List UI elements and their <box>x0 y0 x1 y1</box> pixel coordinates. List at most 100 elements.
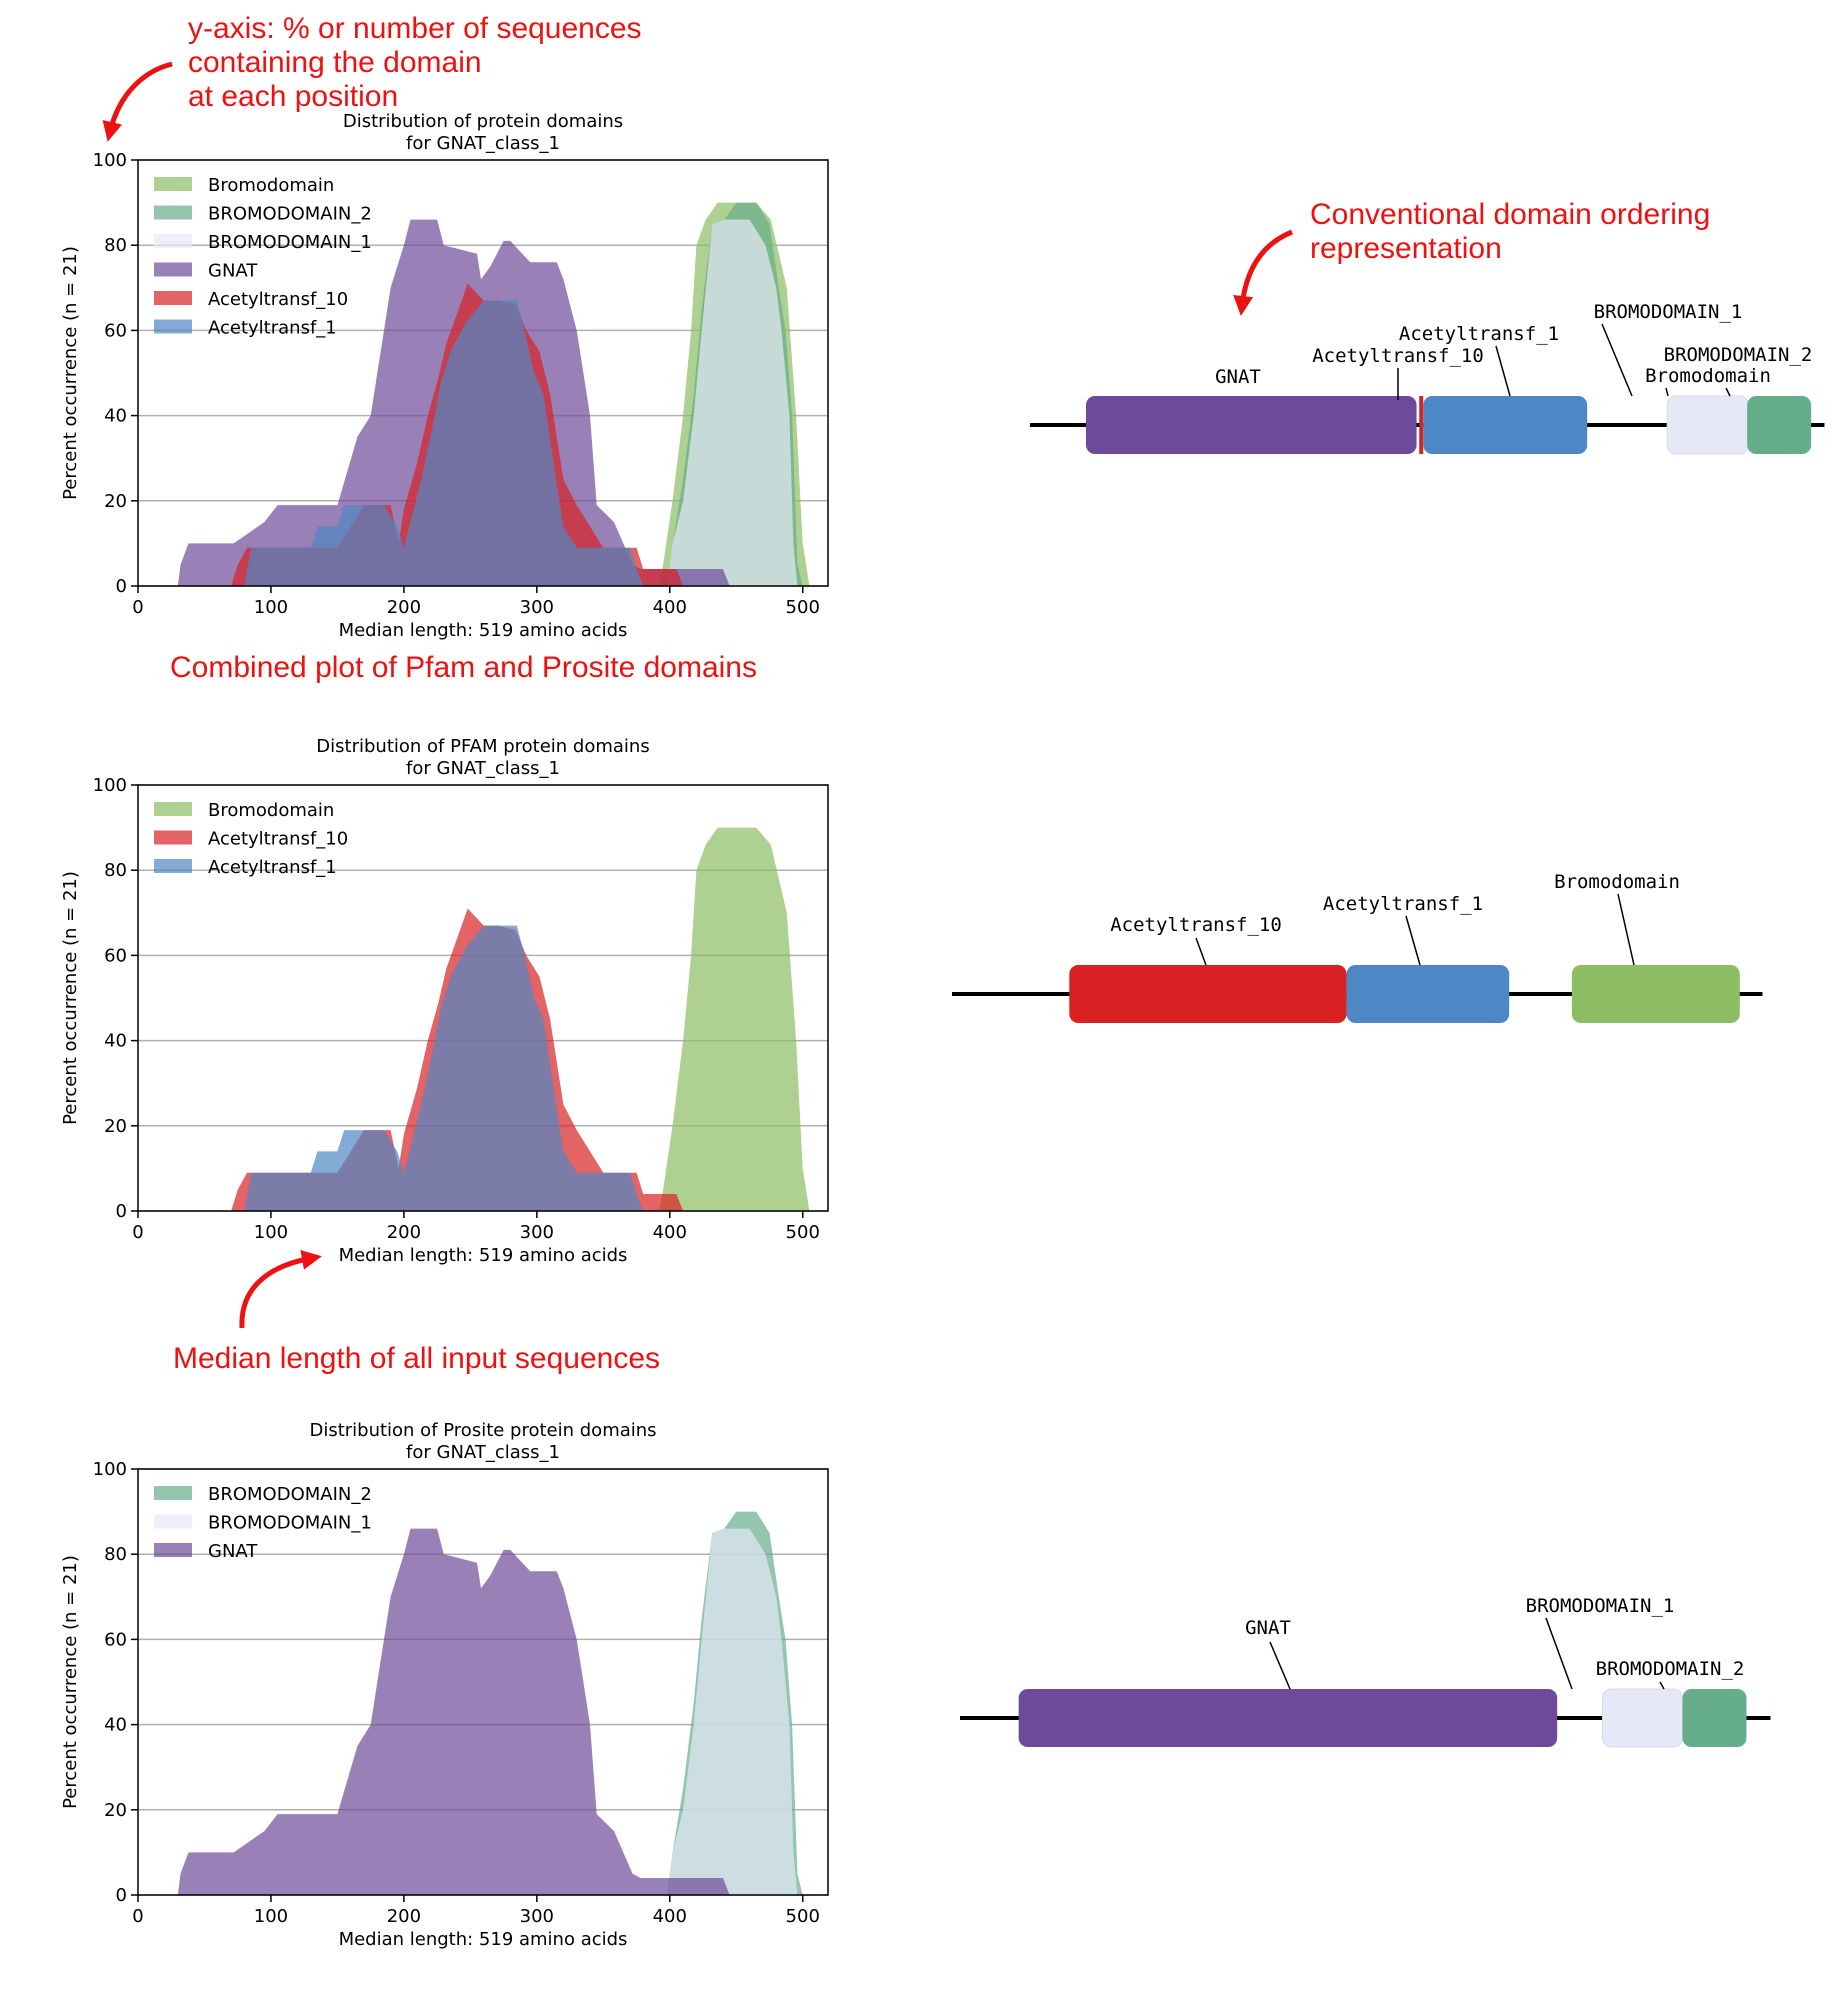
legend-label-bromodomain: Bromodomain <box>208 175 334 196</box>
y-tick-label: 0 <box>116 576 127 597</box>
annotation-median: Median length of all input sequences <box>173 1249 660 1375</box>
y-axis-label: Percent occurrence (n = 21) <box>60 1555 81 1809</box>
domain-box-bromodomain <box>1571 965 1740 1023</box>
y-tick-label: 100 <box>93 150 127 171</box>
y-tick-label: 40 <box>104 1715 127 1736</box>
domain-label-bromodomain: Bromodomain <box>1554 871 1680 893</box>
y-tick-label: 20 <box>104 1116 127 1137</box>
domain-box-bromodomain-1 <box>1602 1688 1683 1748</box>
legend-label-bromodomain-2: BROMODOMAIN_2 <box>208 1484 372 1505</box>
domain-label-acetyltransf-10: Acetyltransf_10 <box>1312 345 1484 367</box>
x-tick-label: 300 <box>520 1222 554 1243</box>
x-tick-label: 300 <box>520 597 554 618</box>
legend-swatch-acetyltransf-10 <box>154 830 192 845</box>
x-tick-label: 100 <box>254 597 288 618</box>
area-acetyltransf-1 <box>244 300 644 586</box>
legend-swatch-bromodomain <box>154 177 192 191</box>
chart-3: 0 20 40 60 80 100 0 100 200 300 400 500 Distribution… <box>60 1420 829 1950</box>
legend-label-bromodomain: Bromodomain <box>208 800 334 821</box>
y-tick-label: 0 <box>116 1201 127 1222</box>
y-tick-label: 40 <box>104 406 127 427</box>
domain-diagram-2: Acetyltransf_10 Acetyltransf_1 Bromodomain <box>952 871 1763 1023</box>
legend-label-bromodomain-1: BROMODOMAIN_1 <box>208 1513 372 1534</box>
annotation-conventional-line2: representation <box>1310 232 1502 265</box>
domain-label-bromodomain-2: BROMODOMAIN_2 <box>1596 1658 1745 1680</box>
domain-leader-acetyltransf-10 <box>1195 937 1207 966</box>
domain-box-gnat <box>1018 1689 1558 1747</box>
legend-swatch-gnat <box>154 1543 192 1557</box>
legend-label-acetyltransf-1: Acetyltransf_1 <box>208 318 337 339</box>
x-tick-label: 0 <box>132 1906 143 1927</box>
legend-label-gnat: GNAT <box>208 261 258 282</box>
x-tick-label: 200 <box>387 597 421 618</box>
x-tick-label: 0 <box>132 1222 143 1243</box>
domain-leader-bromodomain <box>1617 893 1635 966</box>
legend-swatch-bromodomain-1 <box>154 1514 192 1529</box>
chart-subtitle: for GNAT_class_1 <box>406 1442 560 1463</box>
legend-label-bromodomain-1: BROMODOMAIN_1 <box>208 232 372 253</box>
y-tick-label: 80 <box>104 235 127 256</box>
x-tick-label: 500 <box>786 1906 820 1927</box>
legend-swatch-acetyltransf-10 <box>154 291 192 305</box>
legend-swatch-acetyltransf-1 <box>154 859 192 873</box>
chart-1: 0 20 40 60 80 100 0 100 200 300 400 500 Distribution… <box>60 111 829 641</box>
domain-box-acetyltransf-10 <box>1069 965 1347 1023</box>
chart-title: Distribution of protein domains <box>343 111 623 132</box>
y-tick-label: 60 <box>104 320 127 341</box>
area-acetyltransf-1 <box>244 925 644 1211</box>
annotation-conventional-line1: Conventional domain ordering <box>1310 198 1710 231</box>
legend-swatch-bromodomain-2 <box>154 1486 192 1500</box>
domain-label-bromodomain: Bromodomain <box>1645 365 1771 387</box>
domain-label-acetyltransf-1: Acetyltransf_1 <box>1399 323 1559 345</box>
annotation-median-text: Median length of all input sequences <box>173 1342 660 1375</box>
annotation-combined: Combined plot of Pfam and Prosite domain… <box>170 651 757 684</box>
domain-box-bromodomain-2 <box>1747 396 1812 454</box>
legend-label-acetyltransf-1: Acetyltransf_1 <box>208 857 337 878</box>
x-axis-label: Median length: 519 amino acids <box>339 1929 628 1950</box>
domain-label-gnat: GNAT <box>1245 1617 1291 1639</box>
domain-leader-acetyltransf-1 <box>1405 915 1421 966</box>
x-axis-label: Median length: 519 amino acids <box>339 1245 628 1266</box>
domain-box-acetyltransf-10 <box>1419 396 1424 454</box>
y-axis-label: Percent occurrence (n = 21) <box>60 871 81 1125</box>
y-tick-label: 60 <box>104 945 127 966</box>
plot-frame <box>137 1468 829 1896</box>
y-tick-label: 100 <box>93 775 127 796</box>
legend-label-bromodomain-2: BROMODOMAIN_2 <box>208 204 372 225</box>
x-tick-label: 100 <box>254 1906 288 1927</box>
annotation-conventional: Conventional domain ordering representat… <box>1233 198 1710 316</box>
annotation-median-arrow <box>239 1249 322 1329</box>
x-tick-label: 300 <box>520 1906 554 1927</box>
y-tick-label: 20 <box>104 1800 127 1821</box>
x-tick-label: 400 <box>653 1222 687 1243</box>
x-tick-label: 200 <box>387 1222 421 1243</box>
domain-box-bromodomain-1 <box>1666 395 1749 455</box>
legend-label-acetyltransf-10: Acetyltransf_10 <box>208 289 348 310</box>
legend-label-gnat: GNAT <box>208 1541 258 1562</box>
y-tick-label: 100 <box>93 1459 127 1480</box>
annotation-yaxis-line1: y-axis: % or number of sequences <box>188 12 642 45</box>
y-tick-label: 80 <box>104 860 127 881</box>
x-tick-label: 200 <box>387 1906 421 1927</box>
domain-label-bromodomain-2: BROMODOMAIN_2 <box>1664 344 1813 366</box>
x-tick-label: 0 <box>132 597 143 618</box>
chart-title: Distribution of Prosite protein domains <box>309 1420 656 1441</box>
area-gnat <box>177 1528 730 1895</box>
domain-leader-bromodomain-2 <box>1659 1681 1665 1690</box>
plot-frame <box>137 159 829 587</box>
x-tick-label: 100 <box>254 1222 288 1243</box>
legend: BROMODOMAIN_2 BROMODOMAIN_1 GNAT <box>154 1484 372 1562</box>
chart-2: 0 20 40 60 80 100 0 100 200 300 400 500 Distribution… <box>60 736 829 1266</box>
domain-box-gnat <box>1085 396 1417 454</box>
x-tick-label: 400 <box>653 597 687 618</box>
chart-subtitle: for GNAT_class_1 <box>406 133 560 154</box>
domain-label-bromodomain-1: BROMODOMAIN_1 <box>1594 301 1743 323</box>
annotation-yaxis-line2: containing the domain <box>188 46 482 79</box>
annotation-yaxis-arrow <box>102 61 173 142</box>
plot-frame <box>137 784 829 1212</box>
domain-leader-acetyltransf-1 <box>1495 345 1511 397</box>
legend-label-acetyltransf-10: Acetyltransf_10 <box>208 829 348 850</box>
